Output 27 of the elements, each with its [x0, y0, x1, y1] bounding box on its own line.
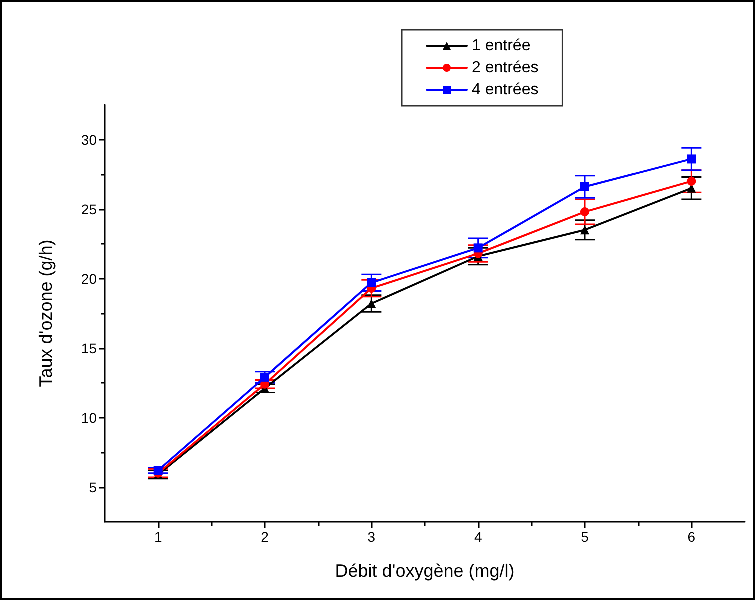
x-tick-label: 5	[581, 529, 590, 545]
legend-label: 4 entrées	[472, 82, 539, 98]
x-axis-title: Débit d'oxygène (mg/l)	[335, 561, 515, 581]
x-tick-label: 2	[261, 529, 270, 545]
x-tick-label: 3	[368, 529, 376, 545]
point	[260, 372, 270, 382]
y-tick-label: 25	[81, 201, 98, 218]
legend-label: 1 entrée	[472, 38, 531, 54]
legend-label: 2 entrées	[472, 60, 539, 76]
y-tick-label: 30	[81, 132, 98, 148]
y-tick-label: 5	[89, 479, 98, 496]
y-axis-title: Taux d'ozone (g/h)	[36, 240, 56, 388]
point	[580, 226, 590, 235]
point	[154, 466, 163, 476]
x-tick-label: 6	[688, 529, 696, 545]
point	[367, 278, 376, 288]
point	[687, 154, 696, 164]
point	[367, 299, 376, 308]
x-tick-label: 1	[154, 529, 162, 545]
x-tick-label: 4	[474, 529, 482, 545]
point	[580, 208, 590, 217]
point	[580, 182, 590, 192]
point	[687, 176, 696, 186]
y-tick-label: 20	[81, 270, 98, 287]
y-tick-label: 15	[81, 340, 98, 356]
point	[474, 244, 483, 253]
y-tick-label: 10	[81, 410, 98, 426]
